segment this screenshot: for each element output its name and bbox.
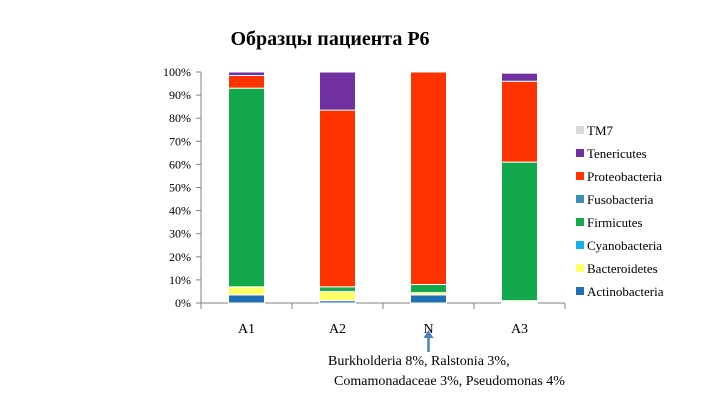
bar-segment (319, 71, 356, 111)
legend-label: Cyanobacteria (587, 238, 662, 253)
bar-segment (228, 294, 265, 304)
legend-swatch (576, 264, 584, 272)
bar-segment (410, 71, 447, 286)
legend-swatch (576, 172, 584, 180)
annotation-line-1: Burkholderia 8%, Ralstonia 3%, (328, 354, 510, 369)
category-label: A3 (511, 322, 528, 337)
legend-label: Proteobacteria (587, 169, 662, 184)
annotation-arrow-head (423, 330, 434, 338)
bar-segment (228, 87, 265, 288)
bar-segment (410, 284, 447, 294)
bar-segment (228, 74, 265, 89)
y-tick-label: 10% (169, 273, 191, 287)
bar-segment (319, 109, 356, 288)
legend-swatch (576, 149, 584, 157)
bar-segment (410, 294, 447, 304)
category-label: A1 (238, 322, 255, 337)
annotation-line-2: Comamonadaceae 3%, Pseudomonas 4% (334, 374, 565, 389)
bar-segment (501, 161, 538, 302)
bar-segment (228, 71, 265, 76)
category-label: N (423, 322, 433, 337)
bar-segment (501, 72, 538, 82)
y-tick-label: 30% (169, 227, 191, 241)
y-tick-label: 100% (163, 65, 191, 79)
y-tick-label: 90% (169, 88, 191, 102)
legend-label: Actinobacteria (587, 284, 664, 299)
legend-label: Bacteroidetes (587, 261, 658, 276)
legend-label: TM7 (587, 123, 614, 138)
category-label: A2 (329, 322, 346, 337)
y-tick-label: 20% (169, 250, 191, 264)
legend-label: Fusobacteria (587, 192, 654, 207)
legend-label: Firmicutes (587, 215, 643, 230)
legend-swatch (576, 241, 584, 249)
y-tick-label: 0% (175, 296, 191, 310)
legend-swatch (576, 287, 584, 295)
y-tick-label: 70% (169, 134, 191, 148)
y-tick-label: 80% (169, 111, 191, 125)
y-tick-label: 50% (169, 181, 191, 195)
y-tick-label: 60% (169, 157, 191, 171)
bar-segment (319, 286, 356, 292)
bar-segment (501, 80, 538, 163)
legend-swatch (576, 126, 584, 134)
chart-title: Образцы пациента P6 (230, 28, 430, 50)
bar-segment (228, 286, 265, 296)
legend-label: Tenericutes (587, 146, 647, 161)
bar-segment (319, 290, 356, 302)
legend-swatch (576, 195, 584, 203)
legend-swatch (576, 218, 584, 226)
y-tick-label: 40% (169, 204, 191, 218)
